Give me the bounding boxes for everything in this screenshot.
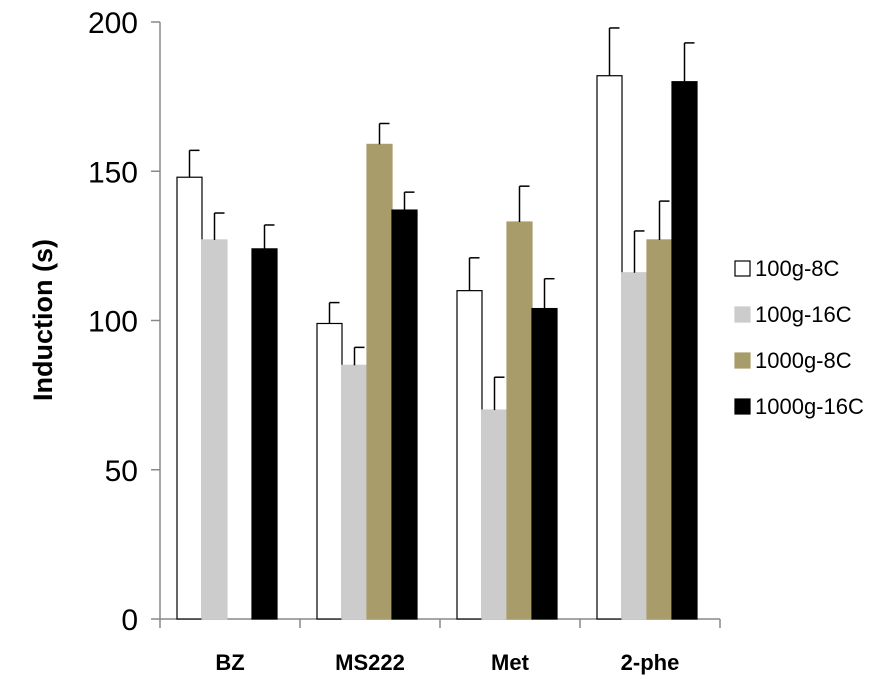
legend-swatch — [734, 352, 751, 369]
x-tick-label: Met — [491, 650, 530, 675]
x-tick-labels: BZ MS222 Met 2-phe — [215, 650, 679, 675]
x-tick-label: 2-phe — [621, 650, 680, 675]
y-tick-label: 200 — [88, 7, 138, 40]
y-tick-label: 100 — [88, 306, 138, 339]
y-tick-label: 150 — [88, 156, 138, 189]
bar — [316, 322, 343, 620]
bar — [646, 239, 673, 620]
bar — [596, 75, 623, 620]
legend-label: 100g-16C — [755, 302, 852, 327]
bar — [456, 290, 483, 620]
bar — [251, 248, 278, 620]
legend-label: 100g-8C — [755, 256, 840, 281]
y-tick-label: 0 — [121, 604, 138, 637]
legend-swatch — [734, 306, 751, 323]
y-tick-labels: 0 50 100 150 200 — [88, 7, 138, 637]
legend-label: 1000g-8C — [755, 348, 852, 373]
bar — [201, 239, 228, 620]
legend: 100g-8C 100g-16C 1000g-8C 1000g-16C — [734, 256, 864, 419]
bar — [506, 221, 533, 620]
bar — [176, 176, 203, 620]
x-tick-label: MS222 — [335, 650, 405, 675]
legend-swatch — [734, 398, 751, 415]
bar — [481, 409, 508, 620]
legend-swatch — [734, 260, 751, 277]
bar — [366, 143, 393, 620]
y-axis-title: Induction (s) — [28, 239, 58, 401]
bar — [671, 81, 698, 620]
legend-label: 1000g-16C — [755, 394, 864, 419]
y-tick-label: 50 — [105, 455, 138, 488]
bar — [531, 307, 558, 620]
bars — [176, 27, 698, 620]
bar — [341, 364, 368, 620]
x-tick-label: BZ — [215, 650, 244, 675]
bar — [621, 272, 648, 620]
bar — [391, 209, 418, 620]
